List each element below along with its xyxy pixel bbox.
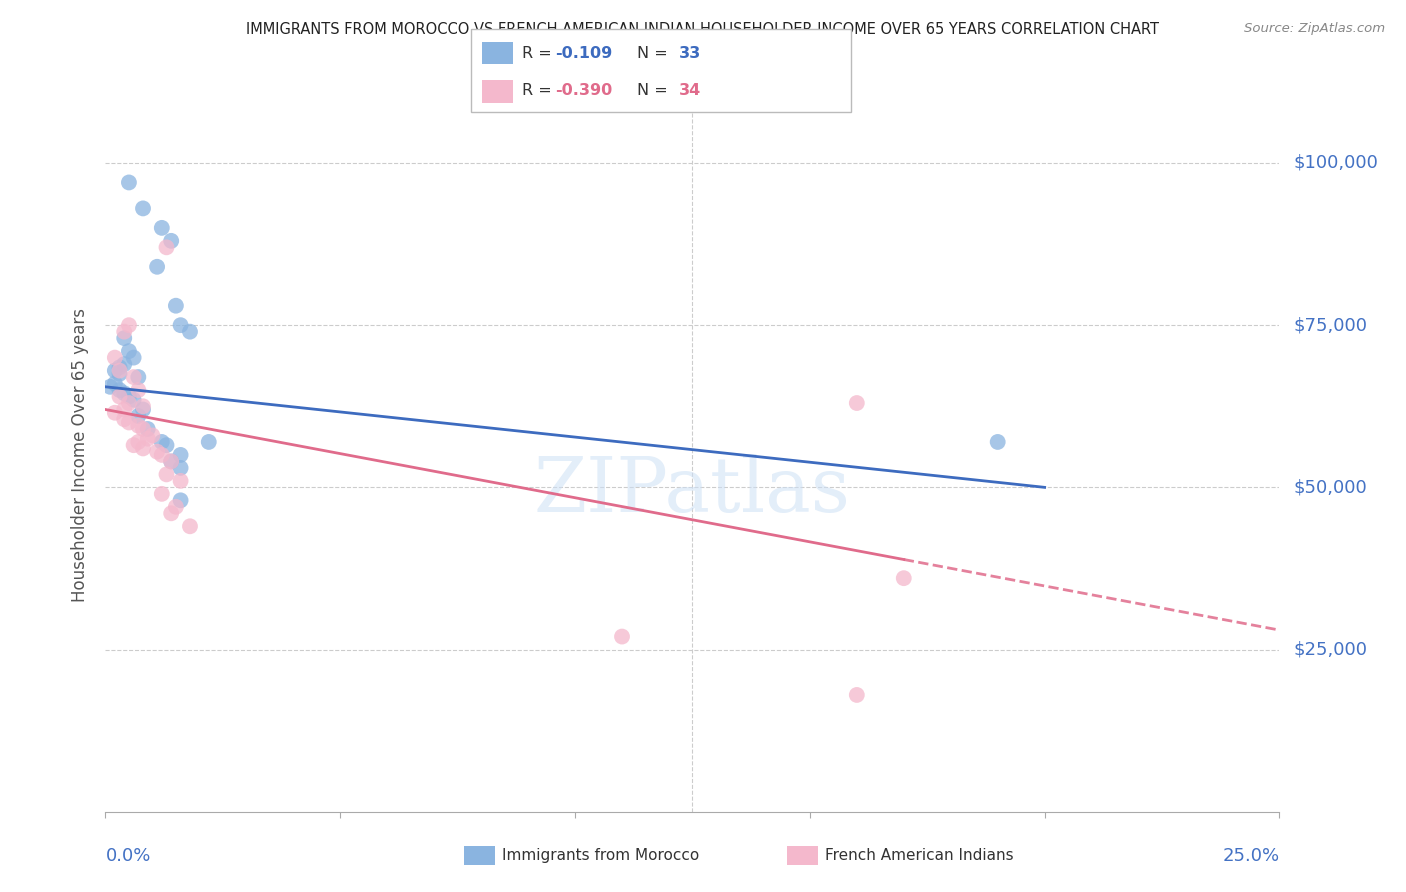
Point bbox=[179, 519, 201, 533]
Text: $75,000: $75,000 bbox=[1294, 316, 1368, 334]
Text: French American Indians: French American Indians bbox=[825, 848, 1014, 863]
Point bbox=[122, 438, 145, 452]
Point bbox=[169, 474, 191, 488]
Point bbox=[160, 234, 183, 248]
Point bbox=[132, 399, 155, 413]
Point bbox=[122, 351, 145, 365]
Point bbox=[132, 442, 155, 456]
Point bbox=[845, 396, 868, 410]
Point bbox=[104, 363, 127, 377]
Text: IMMIGRANTS FROM MOROCCO VS FRENCH AMERICAN INDIAN HOUSEHOLDER INCOME OVER 65 YEA: IMMIGRANTS FROM MOROCCO VS FRENCH AMERIC… bbox=[246, 22, 1160, 37]
Point bbox=[141, 428, 163, 442]
Point bbox=[108, 367, 131, 381]
Point bbox=[155, 438, 177, 452]
Point bbox=[127, 418, 149, 433]
Text: R =: R = bbox=[522, 46, 557, 61]
Point bbox=[132, 422, 155, 436]
Point bbox=[146, 444, 169, 458]
Point bbox=[155, 467, 177, 482]
Point bbox=[160, 454, 183, 468]
Point bbox=[150, 434, 173, 449]
Point bbox=[118, 390, 141, 404]
Text: R =: R = bbox=[522, 84, 557, 98]
Text: Immigrants from Morocco: Immigrants from Morocco bbox=[502, 848, 699, 863]
Text: Source: ZipAtlas.com: Source: ZipAtlas.com bbox=[1244, 22, 1385, 36]
Point bbox=[132, 202, 155, 216]
Y-axis label: Householder Income Over 65 years: Householder Income Over 65 years bbox=[72, 308, 90, 602]
Point bbox=[118, 318, 141, 333]
Point bbox=[169, 493, 191, 508]
Point bbox=[845, 688, 868, 702]
Point bbox=[127, 409, 149, 423]
Point bbox=[136, 432, 159, 446]
Point bbox=[104, 376, 127, 391]
Point bbox=[112, 331, 135, 345]
Text: 34: 34 bbox=[679, 84, 702, 98]
Point bbox=[136, 422, 159, 436]
Text: 33: 33 bbox=[679, 46, 702, 61]
Point bbox=[118, 396, 141, 410]
Point bbox=[108, 360, 131, 375]
Point bbox=[160, 506, 183, 520]
Text: ZIPatlas: ZIPatlas bbox=[534, 454, 851, 527]
Text: 0.0%: 0.0% bbox=[105, 847, 150, 865]
Point bbox=[893, 571, 915, 585]
Point bbox=[127, 383, 149, 397]
Point bbox=[108, 363, 131, 377]
Point bbox=[118, 176, 141, 190]
Point bbox=[987, 434, 1010, 449]
Point bbox=[610, 630, 633, 644]
Point bbox=[122, 370, 145, 384]
Point bbox=[150, 487, 173, 501]
Point bbox=[122, 392, 145, 407]
Text: $25,000: $25,000 bbox=[1294, 640, 1368, 658]
Point bbox=[169, 318, 191, 333]
Point bbox=[132, 402, 155, 417]
Point bbox=[118, 416, 141, 430]
Point bbox=[112, 325, 135, 339]
Point bbox=[112, 386, 135, 401]
Point bbox=[112, 402, 135, 417]
Point bbox=[104, 406, 127, 420]
Point bbox=[127, 434, 149, 449]
Point bbox=[98, 380, 121, 394]
Text: N =: N = bbox=[637, 84, 673, 98]
Point bbox=[160, 454, 183, 468]
Point bbox=[150, 220, 173, 235]
Point bbox=[197, 434, 219, 449]
Text: -0.390: -0.390 bbox=[555, 84, 613, 98]
Point bbox=[127, 370, 149, 384]
Text: $50,000: $50,000 bbox=[1294, 478, 1367, 496]
Point bbox=[169, 461, 191, 475]
Point bbox=[118, 344, 141, 359]
Text: $100,000: $100,000 bbox=[1294, 154, 1378, 172]
Text: 25.0%: 25.0% bbox=[1222, 847, 1279, 865]
Point bbox=[104, 351, 127, 365]
Point bbox=[165, 299, 187, 313]
Point bbox=[108, 390, 131, 404]
Point bbox=[179, 325, 201, 339]
Point bbox=[155, 240, 177, 254]
Point bbox=[150, 448, 173, 462]
Point bbox=[108, 383, 131, 397]
Point bbox=[112, 412, 135, 426]
Text: N =: N = bbox=[637, 46, 673, 61]
Point bbox=[165, 500, 187, 514]
Point bbox=[112, 357, 135, 371]
Point bbox=[146, 260, 169, 274]
Point bbox=[169, 448, 191, 462]
Text: -0.109: -0.109 bbox=[555, 46, 613, 61]
